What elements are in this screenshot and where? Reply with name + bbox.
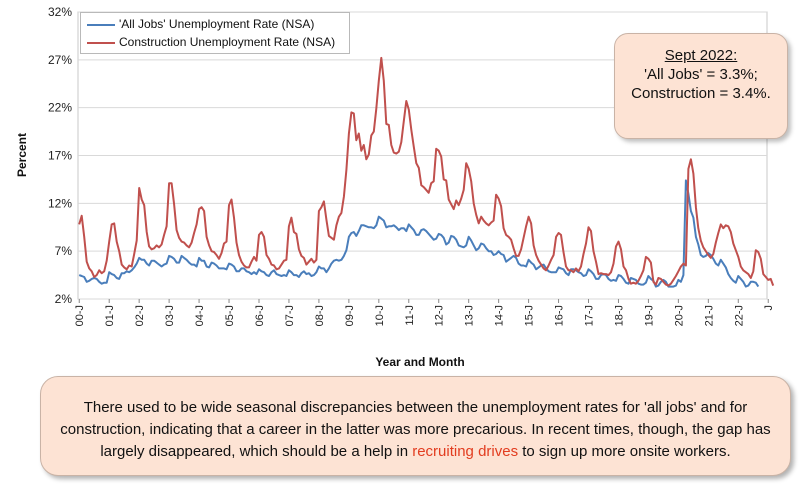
x-tick-label: 08-J <box>314 305 326 326</box>
x-tick-label: 04-J <box>194 305 206 326</box>
y-tick-label: 2% <box>55 292 73 306</box>
legend-label-all-jobs: 'All Jobs' Unemployment Rate (NSA) <box>119 17 315 31</box>
y-tick-label: 32% <box>48 5 72 19</box>
x-tick-label: 06-J <box>254 305 266 326</box>
x-tick-label: 03-J <box>164 305 176 326</box>
x-tick-label: 07-J <box>284 305 296 326</box>
note-text-start: There used to be wide seasonal discrepan… <box>60 399 771 460</box>
x-axis-ticks: 00-J 01-J 02-J 03-J 04-J 05-J 06-J 07-J 08-J 09-J… <box>74 299 775 326</box>
y-tick-label: 27% <box>48 53 72 67</box>
x-tick-label: 09-J <box>344 305 356 326</box>
x-tick-label: 00-J <box>74 305 86 326</box>
x-tick-label: 02-J <box>134 305 146 326</box>
series-line-construction <box>78 56 775 287</box>
x-tick-label: 16-J <box>554 305 566 326</box>
series-line-all-jobs <box>78 179 760 288</box>
x-axis-title: Year and Month <box>375 355 464 369</box>
x-tick-label: 20-J <box>673 305 685 326</box>
commentary-note: There used to be wide seasonal discrepan… <box>40 376 791 476</box>
x-tick-label: 05-J <box>224 305 236 326</box>
x-tick-label: 18-J <box>613 305 625 326</box>
legend-item-construction: Construction Unemployment Rate (NSA) <box>87 33 335 51</box>
x-tick-label: 19-J <box>643 305 655 326</box>
legend-swatch-construction <box>87 41 115 44</box>
x-tick-label: 17-J <box>584 305 596 326</box>
legend-item-all-jobs: 'All Jobs' Unemployment Rate (NSA) <box>87 15 314 33</box>
x-tick-label: 01-J <box>104 305 116 326</box>
legend-label-construction: Construction Unemployment Rate (NSA) <box>119 35 336 49</box>
legend: 'All Jobs' Unemployment Rate (NSA) Const… <box>80 12 350 54</box>
y-tick-label: 12% <box>48 196 72 210</box>
x-tick-label: 11-J <box>404 305 416 326</box>
series-lines <box>78 56 775 288</box>
y-axis-ticks: 2% 7% 12% 17% 22% 27% 32% <box>48 5 72 306</box>
y-tick-label: 22% <box>48 101 72 115</box>
note-highlight: recruiting drives <box>412 443 519 460</box>
x-tick-label: 21-J <box>703 305 715 326</box>
y-axis-title: Percent <box>15 133 29 177</box>
x-tick-label: 15-J <box>524 305 536 326</box>
x-tick-label: 10-J <box>374 305 386 326</box>
y-tick-label: 7% <box>55 244 73 258</box>
callout-title: Sept 2022: <box>664 47 738 64</box>
x-tick-label: 13-J <box>464 305 476 326</box>
x-tick-label: J <box>763 305 775 311</box>
callout-all-jobs: 'All Jobs' = 3.3%; <box>644 66 758 83</box>
note-text-end: to sign up more onsite workers. <box>518 443 731 460</box>
callout-box: Sept 2022: 'All Jobs' = 3.3%; Constructi… <box>614 33 788 139</box>
x-tick-label: 12-J <box>434 305 446 326</box>
y-tick-label: 17% <box>48 149 72 163</box>
x-tick-label: 14-J <box>494 305 506 326</box>
callout-construction: Construction = 3.4%. <box>631 85 771 102</box>
legend-swatch-all-jobs <box>87 23 115 26</box>
x-tick-label: 22-J <box>733 305 745 326</box>
